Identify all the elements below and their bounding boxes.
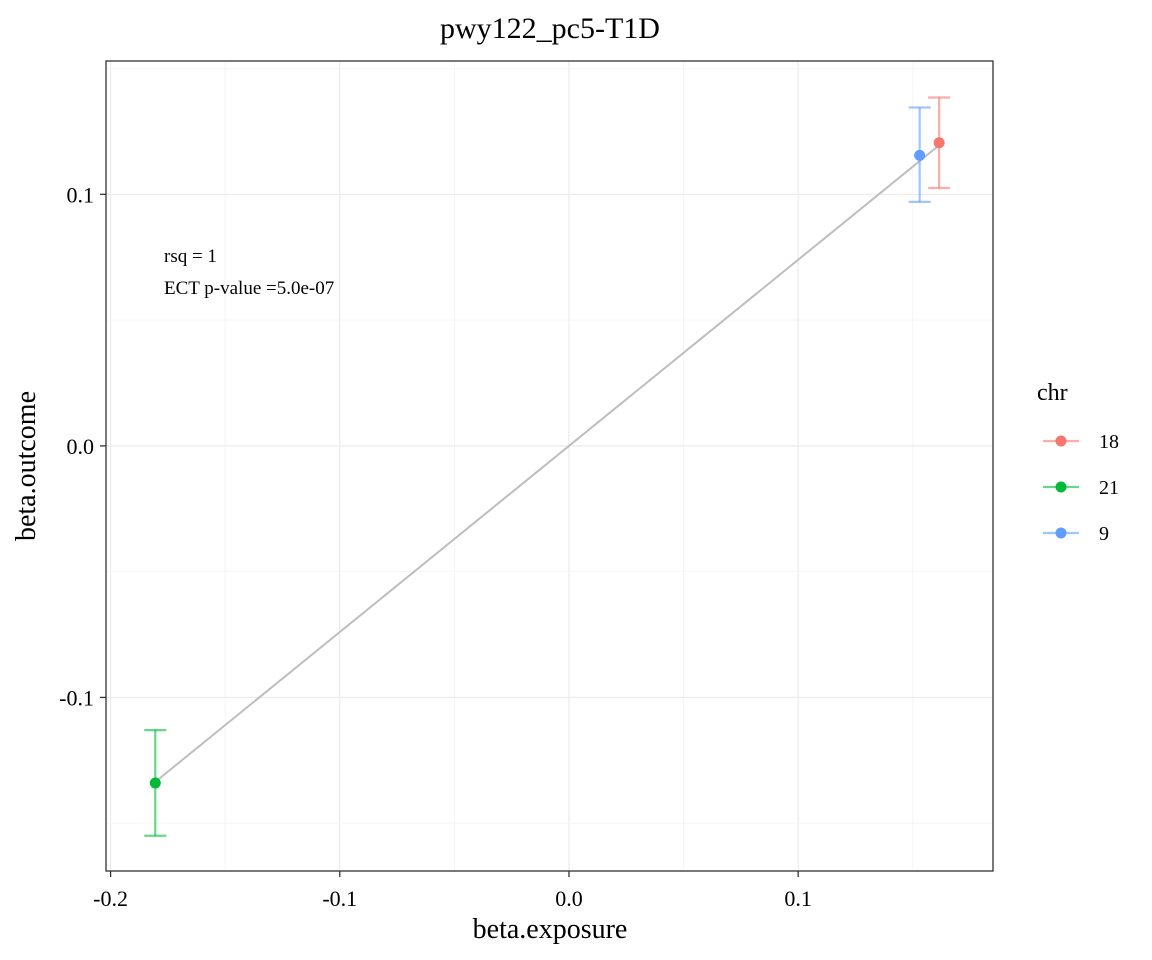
- grid-lines: [106, 61, 993, 871]
- chart-title: pwy122_pc5-T1D: [440, 12, 660, 45]
- legend-entry-18: 18: [1043, 431, 1119, 453]
- y-axis-title: beta.outcome: [11, 391, 42, 541]
- data-point-chr-9: [914, 149, 926, 161]
- legend-label: 18: [1099, 431, 1119, 453]
- legend-entry-9: 9: [1043, 523, 1109, 545]
- data-point-chr-18: [933, 137, 945, 149]
- regression-line: [154, 144, 940, 783]
- legend: chr 18 21 9: [1037, 380, 1119, 545]
- data-point-chr-21: [149, 777, 161, 789]
- legend-key-point: [1055, 527, 1067, 539]
- y-tick-label: 0.1: [67, 182, 95, 207]
- legend-entry-21: 21: [1043, 477, 1119, 499]
- legend-label: 9: [1099, 523, 1109, 545]
- x-tick-label: -0.2: [93, 886, 128, 911]
- y-tick-label: 0.0: [67, 434, 95, 459]
- legend-key-point: [1055, 435, 1067, 447]
- y-tick-label: -0.1: [59, 685, 94, 710]
- x-tick-label: 0.1: [784, 886, 812, 911]
- ect-pvalue-annotation: ECT p-value =5.0e-07: [164, 278, 334, 299]
- plot-background: [106, 61, 993, 871]
- x-axis: -0.2 -0.1 0.0 0.1: [93, 871, 812, 911]
- x-tick-label: -0.1: [322, 886, 357, 911]
- y-axis: -0.1 0.0 0.1: [59, 182, 106, 710]
- annotation-block: rsq = 1 ECT p-value =5.0e-07: [164, 246, 334, 299]
- legend-label: 21: [1099, 477, 1119, 499]
- plot-border: [105, 60, 994, 872]
- x-tick-label: 0.0: [555, 886, 583, 911]
- legend-title: chr: [1037, 380, 1068, 406]
- data-points: [149, 137, 945, 789]
- plot-area: [105, 60, 994, 872]
- rsq-annotation: rsq = 1: [164, 246, 217, 267]
- legend-key-point: [1055, 481, 1067, 493]
- x-axis-title: beta.exposure: [473, 914, 628, 945]
